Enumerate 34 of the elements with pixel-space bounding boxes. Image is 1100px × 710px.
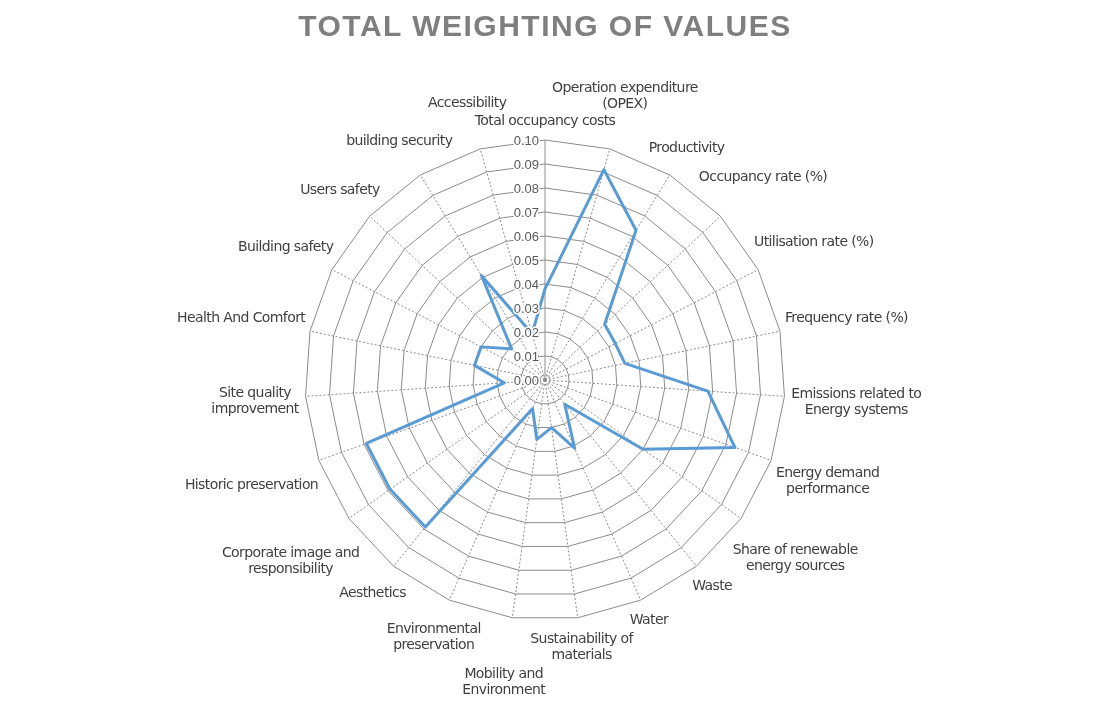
y-tick-label: 0.03 [513, 301, 539, 316]
spoke-label: Site quality improvement [211, 383, 300, 416]
y-tick-label: 0.05 [513, 253, 539, 268]
spoke-label: Health And Comfort [177, 308, 307, 325]
spoke-label: Operation expenditure (OPEX) [552, 78, 698, 111]
spoke-label: Water [629, 611, 670, 628]
y-tick-label: 0.09 [513, 157, 539, 172]
spoke-label: Users safety [300, 180, 381, 197]
spoke-label: Frequency rate (%) [784, 309, 909, 326]
spoke-label: Mobility and Environment [462, 664, 547, 697]
spoke-label: Occupancy rate (%) [698, 168, 828, 185]
spoke-label: Building safety [237, 237, 334, 254]
spoke-label: Historic preservation [184, 476, 319, 493]
spoke-label: Emissions related to Energy systems [791, 385, 922, 418]
spoke-label: Accessibility [428, 94, 507, 111]
y-tick-label: 0.04 [513, 277, 539, 292]
y-tick-label: 0.06 [513, 229, 539, 244]
spoke-label: Corporate image and responsibility [221, 543, 360, 576]
chart-title: TOTAL WEIGHTING OF VALUES [298, 9, 792, 42]
spoke-label: Total occupancy costs [473, 112, 616, 128]
y-tick-label: 0.10 [513, 133, 539, 148]
spoke-label: Energy demand performance [776, 464, 880, 497]
spoke-label: Sustainability of materials [530, 630, 635, 663]
spoke-label: Waste [692, 577, 733, 594]
y-tick-label: 0.07 [513, 205, 539, 220]
spoke-label: Environmental preservation [386, 620, 481, 653]
spoke-label: Aesthetics [339, 583, 407, 600]
spoke-label: Share of renewable energy sources [732, 540, 858, 573]
spoke-label: Utilisation rate (%) [754, 232, 874, 249]
spoke-label: Productivity [648, 139, 725, 156]
y-tick-label: 0.08 [513, 181, 539, 196]
y-tick-label: 0.01 [513, 349, 539, 364]
y-tick-label: 0.00 [513, 373, 539, 388]
spoke-label: building security [346, 132, 453, 149]
